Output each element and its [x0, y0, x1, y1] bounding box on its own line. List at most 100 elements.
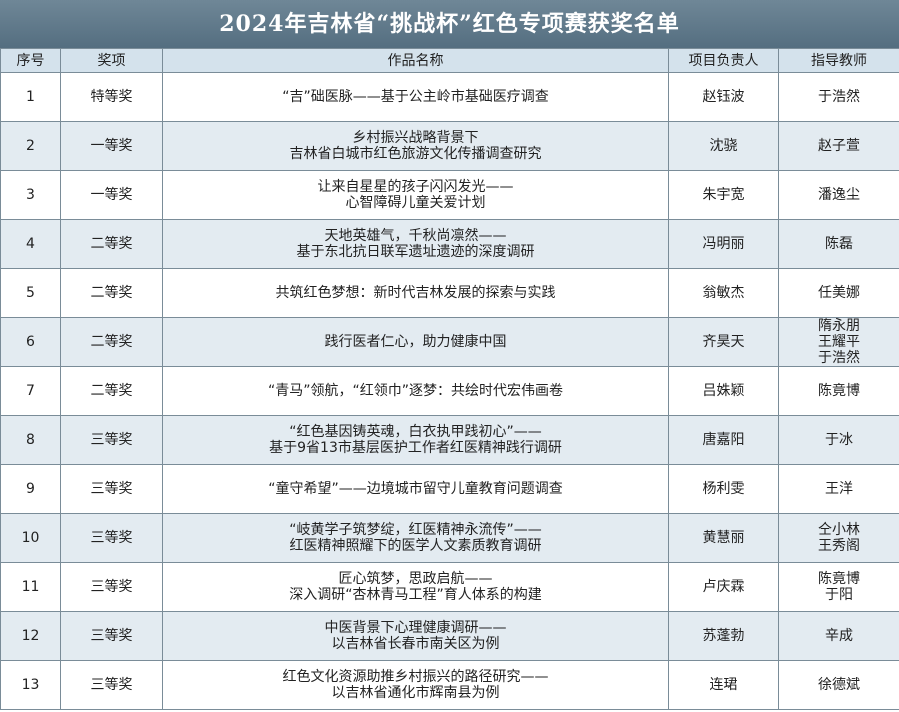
teacher-name: 赵子萱 — [818, 138, 860, 154]
award-cell: 三等奖 — [60, 513, 163, 563]
title-cell: 中医背景下心理健康调研—— 以吉林省长春市南关区为例 — [162, 611, 669, 661]
teacher-cell: 陈竟博 — [778, 366, 899, 416]
header-row: 序号 奖项 作品名称 项目负责人 指导教师 — [0, 48, 899, 73]
award-cell: 三等奖 — [60, 464, 163, 514]
title-cell: 匠心筑梦，思政启航—— 深入调研“杏林青马工程”育人体系的构建 — [162, 562, 669, 612]
table-row: 6 二等奖 践行医者仁心，助力健康中国 齐昊天 隋永朋 王耀平 于浩然 — [0, 317, 899, 367]
title-cell: 共筑红色梦想：新时代吉林发展的探索与实践 — [162, 268, 669, 318]
title-cell: 天地英雄气，千秋尚凛然—— 基于东北抗日联军遗址遗迹的深度调研 — [162, 219, 669, 269]
table-row: 9 三等奖 “童守希望”——边境城市留守儿童教育问题调查 杨利雯 王洋 — [0, 464, 899, 514]
title-line: 基于9省13市基层医护工作者红医精神践行调研 — [269, 440, 562, 456]
teacher-cell: 于浩然 — [778, 72, 899, 122]
row-number: 4 — [0, 219, 61, 269]
row-number: 11 — [0, 562, 61, 612]
table-row: 2 一等奖 乡村振兴战略背景下 吉林省白城市红色旅游文化传播调查研究 沈骁 赵子萱 — [0, 121, 899, 171]
row-number: 9 — [0, 464, 61, 514]
row-number: 10 — [0, 513, 61, 563]
teacher-name: 于阳 — [825, 587, 853, 603]
award-cell: 一等奖 — [60, 121, 163, 171]
teacher-name: 徐德斌 — [818, 677, 860, 693]
table-row: 8 三等奖 “红色基因铸英魂，白衣执甲践初心”—— 基于9省13市基层医护工作者红医精… — [0, 415, 899, 465]
title-line: 天地英雄气，千秋尚凛然—— — [324, 228, 507, 244]
title-cell: 乡村振兴战略背景下 吉林省白城市红色旅游文化传播调查研究 — [162, 121, 669, 171]
title-line: 践行医者仁心，助力健康中国 — [324, 334, 507, 350]
title-cell: 让来自星星的孩子闪闪发光—— 心智障碍儿童关爱计划 — [162, 170, 669, 220]
leader-cell: 赵钰波 — [668, 72, 779, 122]
row-number: 1 — [0, 72, 61, 122]
title-line: “童守希望”——边境城市留守儿童教育问题调查 — [268, 481, 563, 497]
teacher-cell: 赵子萱 — [778, 121, 899, 171]
table-row: 10 三等奖 “岐黄学子筑梦绽，红医精神永流传”—— 红医精神照耀下的医学人文素质教育… — [0, 513, 899, 563]
teacher-cell: 陈磊 — [778, 219, 899, 269]
title-line: “岐黄学子筑梦绽，红医精神永流传”—— — [289, 522, 542, 538]
teacher-name: 辛成 — [825, 628, 853, 644]
column-header: 作品名称 — [162, 48, 669, 73]
table-row: 12 三等奖 中医背景下心理健康调研—— 以吉林省长春市南关区为例 苏蓬勃 辛成 — [0, 611, 899, 661]
teacher-name: 陈磊 — [825, 236, 853, 252]
title-line: 基于东北抗日联军遗址遗迹的深度调研 — [296, 244, 535, 260]
title-cell: 践行医者仁心，助力健康中国 — [162, 317, 669, 367]
teacher-cell: 陈竟博 于阳 — [778, 562, 899, 612]
award-cell: 三等奖 — [60, 415, 163, 465]
title-line: 让来自星星的孩子闪闪发光—— — [317, 179, 514, 195]
teacher-name: 于浩然 — [818, 89, 860, 105]
award-cell: 一等奖 — [60, 170, 163, 220]
award-table: 序号 奖项 作品名称 项目负责人 指导教师 1 特等奖 “吉”础医脉——基于公主岭市基础医疗… — [0, 48, 899, 710]
row-number: 2 — [0, 121, 61, 171]
teacher-cell: 辛成 — [778, 611, 899, 661]
teacher-name: 任美娜 — [818, 285, 860, 301]
teacher-name: 于冰 — [825, 432, 853, 448]
table-row: 7 二等奖 “青马”领航，“红领巾”逐梦：共绘时代宏伟画卷 吕姝颖 陈竟博 — [0, 366, 899, 416]
table-body: 1 特等奖 “吉”础医脉——基于公主岭市基础医疗调查 赵钰波 于浩然 2 一等奖 乡村振兴战略… — [0, 72, 899, 710]
teacher-cell: 徐德斌 — [778, 660, 899, 710]
award-cell: 三等奖 — [60, 611, 163, 661]
teacher-name: 隋永朋 — [818, 318, 860, 334]
column-header: 项目负责人 — [668, 48, 779, 73]
row-number: 7 — [0, 366, 61, 416]
table-row: 11 三等奖 匠心筑梦，思政启航—— 深入调研“杏林青马工程”育人体系的构建 卢庆霖 陈竟… — [0, 562, 899, 612]
title-cell: “童守希望”——边境城市留守儿童教育问题调查 — [162, 464, 669, 514]
title-line: “青马”领航，“红领巾”逐梦：共绘时代宏伟画卷 — [267, 383, 563, 399]
award-cell: 特等奖 — [60, 72, 163, 122]
teacher-cell: 隋永朋 王耀平 于浩然 — [778, 317, 899, 367]
leader-cell: 冯明丽 — [668, 219, 779, 269]
title-line: 深入调研“杏林青马工程”育人体系的构建 — [289, 587, 542, 603]
teacher-cell: 于冰 — [778, 415, 899, 465]
row-number: 3 — [0, 170, 61, 220]
title-cell: “青马”领航，“红领巾”逐梦：共绘时代宏伟画卷 — [162, 366, 669, 416]
leader-cell: 朱宇宽 — [668, 170, 779, 220]
leader-cell: 卢庆霖 — [668, 562, 779, 612]
title-line: 乡村振兴战略背景下 — [352, 130, 479, 146]
teacher-cell: 王洋 — [778, 464, 899, 514]
leader-cell: 翁敏杰 — [668, 268, 779, 318]
teacher-name: 仝小林 — [818, 522, 860, 538]
row-number: 5 — [0, 268, 61, 318]
title-line: 红色文化资源助推乡村振兴的路径研究—— — [282, 669, 549, 685]
row-number: 6 — [0, 317, 61, 367]
column-header: 指导教师 — [778, 48, 899, 73]
row-number: 8 — [0, 415, 61, 465]
title-line: 匠心筑梦，思政启航—— — [338, 571, 493, 587]
table-row: 3 一等奖 让来自星星的孩子闪闪发光—— 心智障碍儿童关爱计划 朱宇宽 潘逸尘 — [0, 170, 899, 220]
teacher-cell: 潘逸尘 — [778, 170, 899, 220]
title-cell: “岐黄学子筑梦绽，红医精神永流传”—— 红医精神照耀下的医学人文素质教育调研 — [162, 513, 669, 563]
leader-cell: 连珺 — [668, 660, 779, 710]
table-row: 13 三等奖 红色文化资源助推乡村振兴的路径研究—— 以吉林省通化市辉南县为例 连珺 徐德… — [0, 660, 899, 710]
title-line: 共筑红色梦想：新时代吉林发展的探索与实践 — [275, 285, 556, 301]
award-cell: 三等奖 — [60, 562, 163, 612]
leader-cell: 杨利雯 — [668, 464, 779, 514]
teacher-name: 于浩然 — [818, 350, 860, 366]
title-line: 中医背景下心理健康调研—— — [324, 620, 507, 636]
award-cell: 二等奖 — [60, 268, 163, 318]
title-line: 心智障碍儿童关爱计划 — [345, 195, 486, 211]
leader-cell: 沈骁 — [668, 121, 779, 171]
award-cell: 三等奖 — [60, 660, 163, 710]
leader-cell: 苏蓬勃 — [668, 611, 779, 661]
teacher-name: 潘逸尘 — [818, 187, 860, 203]
award-cell: 二等奖 — [60, 219, 163, 269]
teacher-name: 王耀平 — [818, 334, 860, 350]
title-cell: 红色文化资源助推乡村振兴的路径研究—— 以吉林省通化市辉南县为例 — [162, 660, 669, 710]
award-cell: 二等奖 — [60, 317, 163, 367]
title-line: 红医精神照耀下的医学人文素质教育调研 — [289, 538, 542, 554]
